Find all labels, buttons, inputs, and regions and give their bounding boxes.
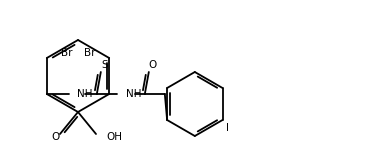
Text: O: O <box>149 60 157 70</box>
Text: I: I <box>226 123 229 133</box>
Text: OH: OH <box>106 132 122 142</box>
Text: Br: Br <box>84 48 95 58</box>
Text: NH: NH <box>126 89 141 99</box>
Text: Br: Br <box>61 48 72 58</box>
Text: O: O <box>51 132 59 142</box>
Text: S: S <box>101 60 108 70</box>
Text: NH: NH <box>77 89 92 99</box>
